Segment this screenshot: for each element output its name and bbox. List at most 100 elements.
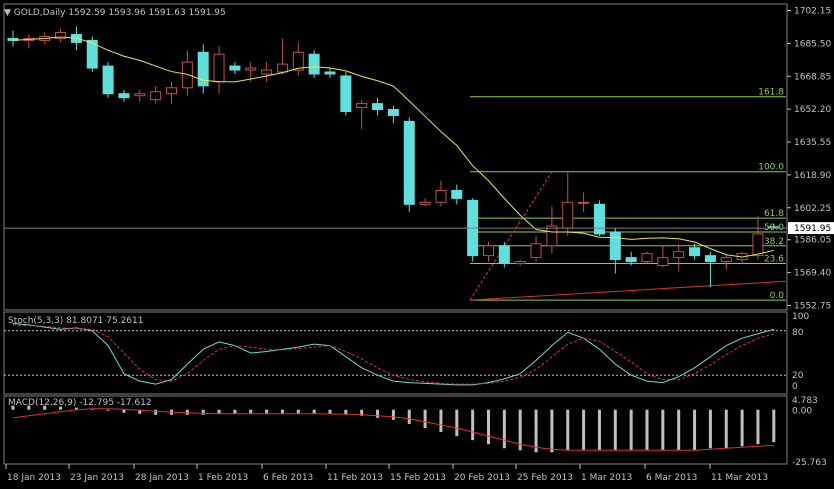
macd-histogram-bar — [534, 409, 538, 453]
candle-body — [609, 231, 621, 261]
candle-body — [102, 65, 114, 95]
macd-histogram-bar — [11, 405, 15, 410]
current-price-label: 1591.95 — [794, 224, 831, 234]
candle-body — [181, 61, 193, 89]
candle-body — [118, 93, 130, 99]
current-price-box — [788, 222, 834, 235]
candle-body — [673, 251, 685, 259]
macd-histogram-bar — [740, 409, 744, 447]
candle-body — [197, 51, 209, 87]
price-axis-label: 1685.50 — [794, 39, 831, 49]
price-axis-label: 1652.20 — [794, 105, 831, 115]
candle-body — [372, 103, 384, 111]
macd-histogram-bar — [312, 409, 316, 414]
time-axis-label: 11 Feb 2013 — [327, 473, 383, 483]
macd-histogram-bar — [376, 409, 380, 418]
price-axis-label: 1602.25 — [794, 204, 831, 214]
candle-body — [229, 65, 241, 71]
candle-body — [435, 189, 447, 203]
macd-histogram-bar — [613, 409, 617, 451]
macd-histogram-bar — [455, 409, 459, 437]
candle-body — [641, 253, 653, 263]
macd-histogram-bar — [249, 409, 253, 414]
time-axis-label: 25 Feb 2013 — [517, 473, 573, 483]
macd-histogram-bar — [487, 409, 490, 445]
macd-histogram-bar — [217, 409, 221, 414]
candle-body — [546, 225, 558, 247]
candle-body — [514, 261, 526, 265]
macd-histogram-bar — [391, 409, 395, 420]
macd-panel-frame — [3, 395, 788, 465]
stoch-signal-line — [12, 324, 774, 385]
candle-body — [213, 53, 225, 83]
macd-histogram-bar — [74, 407, 78, 410]
candle-body — [419, 201, 431, 205]
macd-histogram-bar — [661, 409, 665, 451]
time-axis-label: 28 Jan 2013 — [135, 473, 189, 483]
macd-histogram-bar — [296, 409, 300, 414]
macd-histogram-bar — [59, 406, 63, 410]
symbol-label: GOLD,Daily — [13, 8, 66, 18]
candle-body — [403, 120, 415, 205]
ohlc-values: 1592.59 1593.96 1591.63 1591.95 — [68, 8, 226, 18]
macd-histogram-bar — [423, 409, 427, 428]
price-axis-label: 1569.40 — [794, 269, 831, 279]
macd-histogram-bar — [645, 409, 649, 451]
price-axis-label: 1702.15 — [794, 7, 831, 17]
candle-body — [498, 245, 510, 265]
stoch-axis-label: 20 — [792, 371, 804, 381]
macd-histogram-bar — [566, 409, 570, 451]
macd-histogram-bar — [550, 409, 554, 453]
fibo-trend-line — [469, 171, 553, 301]
macd-histogram-bar — [185, 409, 189, 415]
macd-histogram-bar — [518, 409, 522, 451]
macd-histogram-bar — [629, 409, 633, 451]
candle-body — [134, 93, 146, 97]
candle-body — [387, 109, 399, 116]
chart-header: ▼ GOLD,Daily 1592.59 1593.96 1591.63 159… — [4, 8, 226, 18]
macd-axis-label: 0.00 — [792, 407, 812, 417]
candle-body — [530, 243, 542, 259]
collapse-arrow-icon[interactable]: ▼ — [4, 8, 11, 18]
time-axis-label: 18 Jan 2013 — [7, 473, 61, 483]
candle-body — [625, 257, 637, 263]
candle-body — [593, 203, 605, 235]
time-axis-label: 11 Mar 2013 — [711, 473, 768, 483]
macd-histogram-bar — [201, 409, 205, 415]
macd-axis-label: 4.783 — [792, 396, 818, 406]
fibo-level-label: 38.2 — [764, 237, 784, 247]
candle-body — [261, 69, 273, 75]
macd-histogram-bar — [344, 409, 348, 415]
macd-histogram-bar — [138, 409, 142, 414]
macd-histogram-bar — [265, 409, 269, 414]
candle-body — [720, 257, 732, 263]
macd-histogram-bar — [471, 409, 475, 441]
stoch-axis-label: 0 — [792, 382, 798, 392]
price-axis-label: 1635.55 — [794, 138, 831, 148]
macd-histogram-bar — [772, 409, 776, 443]
macd-signal-line — [12, 408, 774, 451]
macd-histogram-bar — [43, 405, 47, 410]
stoch-axis-label: 80 — [792, 328, 804, 338]
candle-body — [356, 103, 368, 109]
main-panel-frame — [3, 3, 788, 311]
time-axis-label: 20 Feb 2013 — [454, 473, 510, 483]
stoch-axis-label: 100 — [792, 312, 809, 322]
time-axis-label: 6 Feb 2013 — [263, 473, 313, 483]
candle-body — [689, 247, 701, 257]
stoch-main-line — [12, 322, 774, 386]
macd-histogram-bar — [122, 409, 126, 413]
macd-histogram-bar — [756, 409, 760, 445]
macd-histogram-bar — [708, 409, 712, 449]
fibo-level-label: 100.0 — [758, 163, 784, 173]
candle-body — [752, 233, 764, 257]
candle-body — [704, 255, 716, 263]
macd-histogram-bar — [407, 409, 411, 424]
candle-body — [562, 201, 574, 229]
candle-body — [578, 201, 590, 204]
macd-histogram-bar — [693, 409, 697, 451]
fibo-level-label: 161.8 — [758, 88, 784, 98]
fibo-level-label: 23.6 — [764, 255, 784, 265]
macd-histogram-bar — [90, 408, 94, 410]
